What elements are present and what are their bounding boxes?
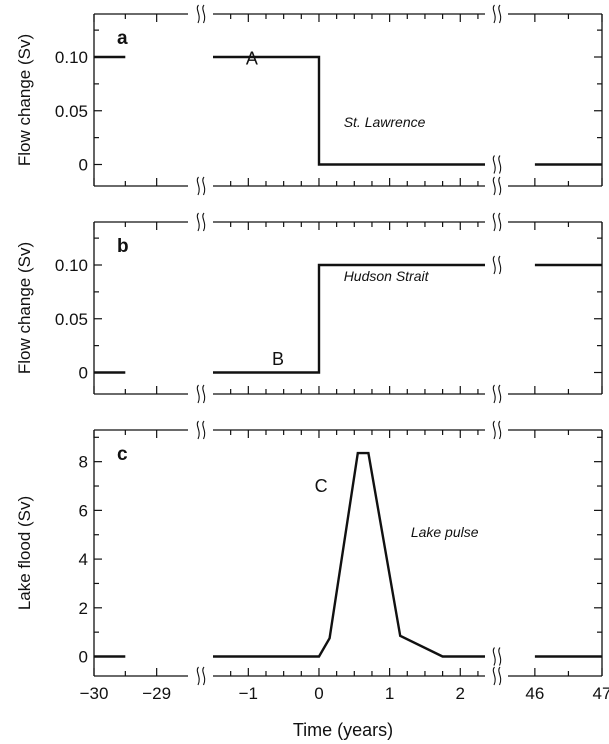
axis-break-top [194,420,207,440]
y-axis-label: Flow change (Sv) [15,34,34,166]
x-tick-label: −30 [80,684,109,703]
y-tick-label: 0 [79,364,88,383]
y-tick-label: 0.05 [55,102,88,121]
x-tick-label: 2 [456,684,465,703]
x-tick-label: 0 [314,684,323,703]
x-tick-label: 1 [385,684,394,703]
x-tick-label: −29 [142,684,171,703]
panel-label: b [117,236,129,257]
y-tick-label: 0.10 [55,256,88,275]
panel-b: 0 0.05 0.10 Flow change (Sv) b B Hudson Strait [15,212,603,404]
series-line [213,55,485,166]
y-tick-label: 8 [79,453,88,472]
series-annotation: St. Lawrence [344,114,426,130]
y-tick-label: 0 [79,156,88,175]
y-axis-label: Flow change (Sv) [15,242,34,374]
axis-break-bottom [194,384,207,404]
series-annotation: Lake pulse [411,524,479,540]
series-letter-label: A [246,49,258,69]
series-line [213,451,485,658]
series-break [490,255,503,275]
series-annotation: Hudson Strait [344,268,430,284]
y-tick-label: 0.05 [55,310,88,329]
axis-break-bottom [490,384,503,404]
x-tick-label: −1 [239,684,258,703]
axis-break-top [490,420,503,440]
series-line [213,263,485,374]
axis-break-bottom [194,666,207,686]
y-tick-label: 0.10 [55,48,88,67]
y-tick-label: 0 [79,648,88,667]
series-letter-label: B [272,349,284,369]
axis-break-top [194,4,207,24]
axis-break-top [490,4,503,24]
axis-break-bottom [194,176,207,196]
axis-break-bottom [490,176,503,196]
series-break [490,646,503,667]
axis-break-top [490,212,503,232]
y-tick-label: 6 [79,501,88,520]
panel-label: c [117,444,128,465]
series-break [490,154,503,175]
x-axis-label: Time (years) [293,720,393,740]
series-letter-label: C [315,476,328,496]
x-tick-label: 47 [593,684,609,703]
panel-label: a [117,28,128,49]
y-tick-label: 2 [79,599,88,618]
y-axis-label: Lake flood (Sv) [15,496,34,610]
panel-a: 0 0.05 0.10 Flow change (Sv) a A St. Lawrence [15,4,603,196]
axis-break-bottom [490,666,503,686]
y-tick-label: 4 [79,550,88,569]
x-tick-label: 46 [525,684,544,703]
axis-break-top [194,212,207,232]
